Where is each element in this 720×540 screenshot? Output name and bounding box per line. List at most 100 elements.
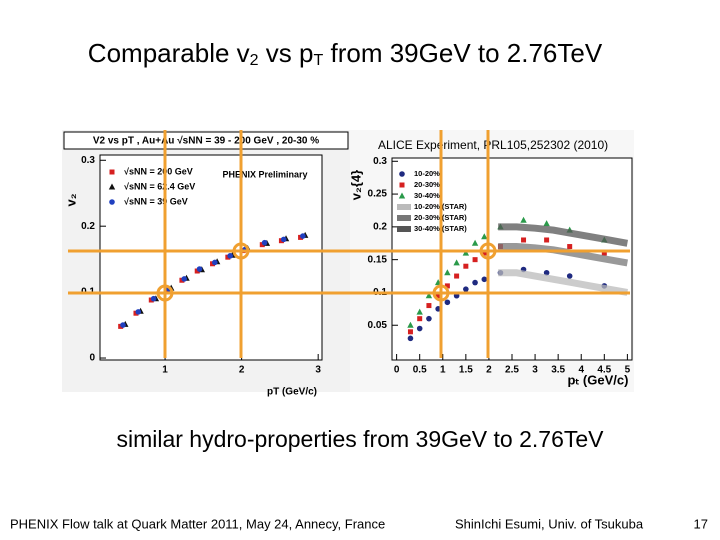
guide-circle	[432, 284, 450, 302]
y-axis-label: v₂{4}	[348, 170, 363, 200]
marker	[426, 315, 432, 322]
legend-label: 20-30%	[414, 180, 440, 189]
legend-marker	[398, 192, 406, 199]
marker	[543, 220, 550, 227]
chart-header: V2 vs pT , Au+Au √sNN = 39 - 200 GeV , 2…	[93, 136, 319, 147]
y-tick-label: 0.2	[81, 221, 95, 232]
title-part: Comparable v	[88, 38, 250, 68]
footer-left: PHENIX Flow talk at Quark Matter 2011, M…	[10, 516, 385, 531]
legend-label: 10-20%	[414, 169, 440, 178]
marker	[544, 237, 550, 243]
x-tick-label: 0	[394, 365, 400, 376]
marker	[417, 316, 423, 322]
marker	[227, 253, 233, 259]
y-tick-label: 0.3	[373, 156, 387, 167]
legend-marker	[109, 169, 115, 175]
legend-marker	[399, 182, 405, 188]
x-tick-label: 3	[315, 365, 321, 376]
overlay	[68, 130, 630, 358]
plot-frame	[99, 154, 323, 361]
marker	[407, 335, 414, 342]
legend-swatch	[397, 215, 411, 221]
marker	[120, 322, 126, 328]
marker	[435, 293, 441, 299]
marker	[521, 237, 527, 243]
marker	[462, 249, 470, 256]
title-sub: T	[313, 52, 323, 69]
marker	[444, 269, 451, 276]
title-part: vs p	[259, 38, 314, 68]
marker	[426, 303, 432, 309]
guide-circle	[232, 242, 250, 260]
x-axis-label: pT (GeV/c)	[267, 387, 317, 398]
x-tick-label: 3	[532, 365, 538, 376]
band	[498, 223, 628, 247]
marker	[472, 279, 478, 286]
legend-label: √sNN = 200 GeV	[124, 166, 193, 176]
marker	[444, 299, 451, 306]
x-tick-label: 1	[440, 365, 446, 376]
legend-swatch	[397, 204, 411, 210]
annotation: PHENIX Preliminary	[222, 169, 307, 179]
y-tick-label: 0.3	[81, 155, 95, 166]
marker	[472, 257, 478, 263]
slide-title: Comparable v2 vs pT from 39GeV to 2.76Te…	[88, 38, 603, 69]
title-part: from 39GeV to 2.76TeV	[323, 38, 603, 68]
charts: V2 vs pT , Au+Au √sNN = 39 - 200 GeV , 2…	[62, 130, 634, 398]
y-tick-label: 0.2	[373, 222, 387, 233]
x-axis-label: pₜ (GeV/c)	[568, 372, 629, 387]
band	[498, 269, 628, 296]
marker	[444, 283, 450, 289]
legend-marker	[399, 171, 405, 177]
header-box	[63, 131, 349, 150]
guide-circle	[479, 242, 497, 260]
marker	[135, 309, 142, 315]
marker	[196, 266, 203, 272]
marker	[407, 321, 414, 328]
marker	[300, 233, 306, 239]
marker	[471, 239, 479, 246]
marker	[463, 286, 469, 292]
marker	[194, 268, 200, 274]
marker	[407, 329, 413, 335]
marker	[416, 325, 423, 332]
y-tick-label: 0.15	[368, 254, 388, 265]
legend-label: √sNN = 39 GeV	[124, 196, 188, 206]
page-number: 17	[694, 516, 708, 531]
marker	[280, 236, 287, 243]
marker	[481, 276, 488, 283]
legend-swatch	[397, 226, 411, 232]
marker	[463, 263, 469, 269]
marker	[454, 273, 460, 279]
legend-marker	[109, 199, 115, 205]
marker	[520, 216, 527, 223]
legend-label: 30-40%	[414, 191, 440, 200]
marker	[566, 273, 573, 279]
slide-subtitle: similar hydro-properties from 39GeV to 2…	[116, 426, 604, 452]
marker	[261, 239, 268, 246]
x-tick-label: 2	[486, 365, 492, 376]
guide-circle	[156, 284, 174, 302]
legend-marker	[108, 183, 116, 190]
x-tick-label: 3.5	[551, 365, 565, 376]
marker	[567, 244, 573, 250]
x-tick-label: 2	[239, 365, 245, 376]
y-tick-label: 0.25	[368, 189, 388, 200]
x-tick-label: 1.5	[459, 365, 473, 376]
legend-label: √sNN = 62.4 GeV	[124, 181, 195, 191]
marker	[150, 295, 157, 302]
marker	[425, 292, 433, 299]
x-tick-label: 2.5	[505, 365, 519, 376]
y-tick-label: 0	[89, 353, 95, 364]
marker	[481, 250, 487, 256]
x-tick-label: 4	[578, 365, 584, 376]
x-tick-label: 5	[625, 365, 631, 376]
x-tick-label: 4.5	[597, 365, 611, 376]
x-tick-label: 1	[162, 365, 168, 376]
y-tick-label: 0.05	[368, 320, 388, 331]
y-axis-label: v₂	[63, 193, 78, 206]
title-sub: 2	[250, 52, 259, 69]
marker	[481, 233, 488, 240]
marker	[259, 242, 265, 248]
